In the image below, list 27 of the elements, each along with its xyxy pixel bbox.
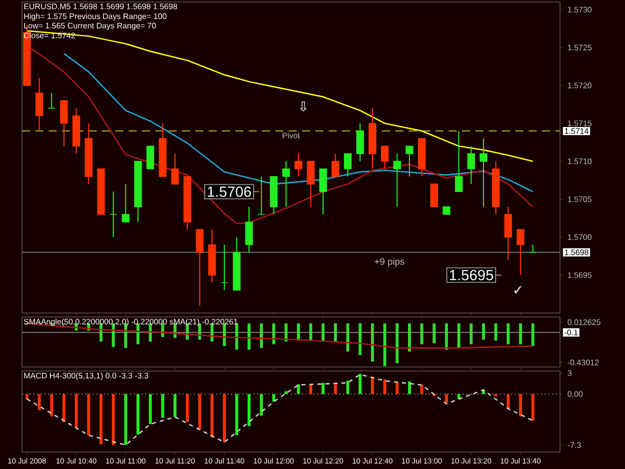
text: -0.1: [564, 330, 578, 336]
annotation: Low= 1.565 Current Days Range= 70: [24, 22, 156, 30]
y-tick-label: -0.43012: [568, 360, 599, 366]
text: 1.5698: [564, 250, 588, 256]
annotation: High= 1.575 Previous Days Range= 100: [24, 13, 166, 21]
y-tick-label: 1.5720: [568, 82, 592, 88]
y-tick-label: 3: [568, 370, 572, 376]
y-tick-label: 1.5705: [568, 196, 592, 202]
y-tick-label: 0.00: [568, 391, 583, 397]
y-tick-label: 1.5715: [568, 120, 592, 126]
y-tick-label: 0.012625: [568, 319, 600, 326]
y-tick-label: 1.5725: [568, 44, 592, 50]
annotation: 1.5695: [450, 270, 494, 280]
annotation: ⇩: [300, 101, 307, 112]
chart-title: EURUSD,M5 1.5698 1.5699 1.5698 1.5698: [24, 4, 178, 10]
y-tick-label: 1.5700: [568, 234, 592, 240]
text: 1.5714: [564, 128, 589, 134]
chart-title: MACD H4-300(5,13,1) 0.0 -3.3 -3.3: [24, 372, 148, 380]
annotation: 1.5706: [208, 186, 251, 197]
y-tick-label: -7.3: [568, 442, 581, 448]
y-tick-label: 1.5730: [568, 6, 592, 12]
chart-title: SMAAngle(50,0.2200000,2,0) -0.220000 sMA(21) -0.220261: [24, 318, 238, 326]
y-tick-label: 1.5710: [568, 158, 592, 164]
annotation: ✓: [514, 286, 522, 294]
ref-line-label: Pivot: [282, 132, 300, 138]
annotation: +9 pips: [374, 258, 404, 267]
y-tick-label: 1.5695: [568, 272, 592, 278]
